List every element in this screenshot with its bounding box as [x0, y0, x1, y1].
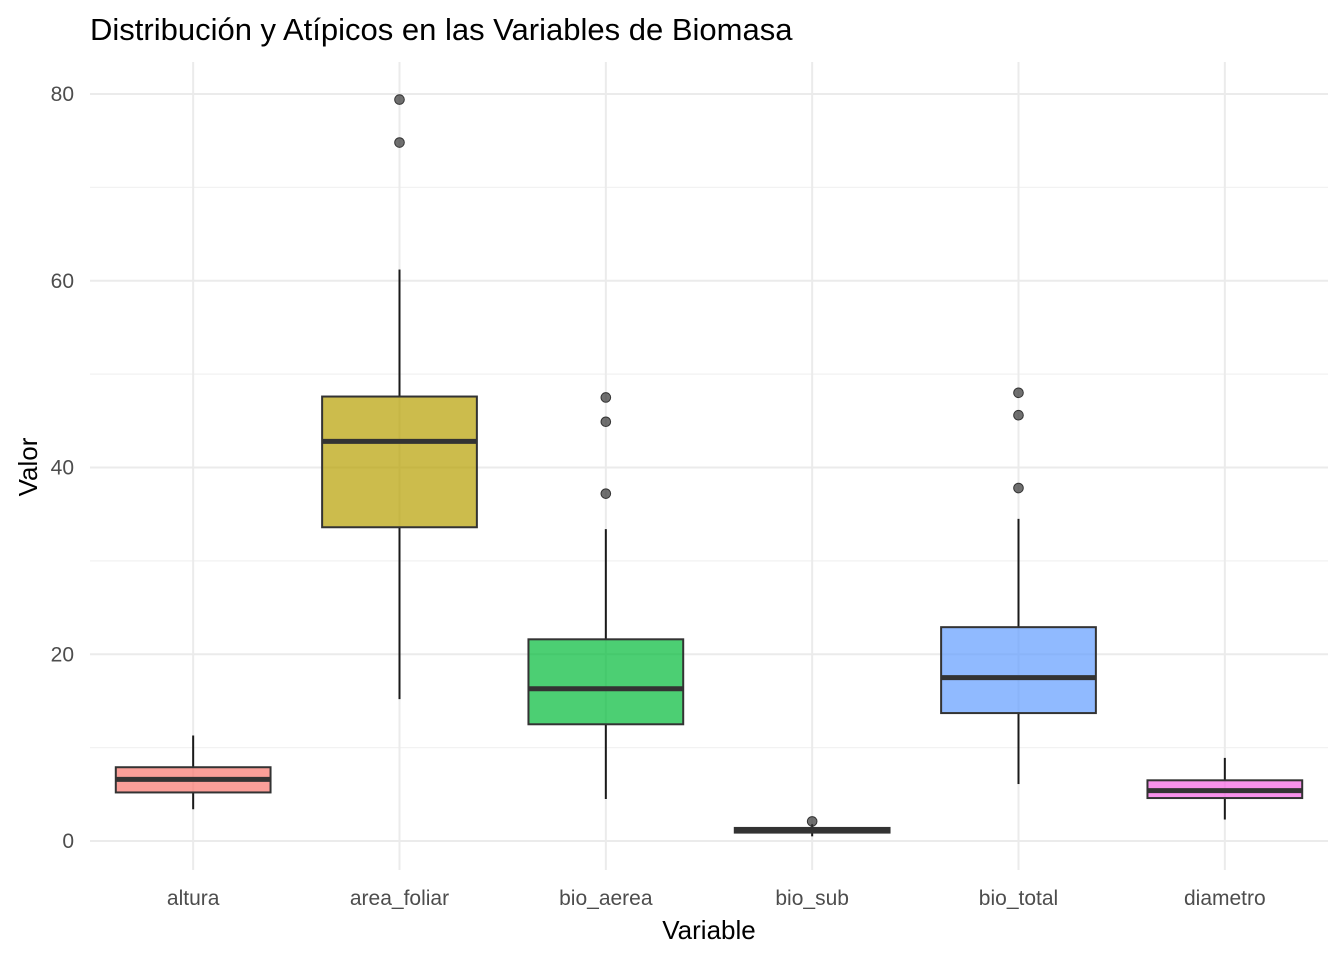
outlier-point [1013, 387, 1024, 399]
outlier-point [394, 94, 405, 105]
y-tick-label: 60 [51, 270, 74, 293]
box [321, 395, 478, 529]
box-group-area_foliar [321, 94, 478, 700]
x-axis-title: Variable [662, 915, 755, 945]
box [940, 626, 1097, 715]
x-tick-label: area_foliar [350, 887, 449, 910]
y-tick-label: 0 [62, 830, 74, 853]
box [527, 638, 685, 726]
x-tick-label: bio_aerea [559, 887, 653, 910]
y-tick-label: 20 [51, 643, 74, 666]
box-group-bio_total [940, 387, 1097, 785]
x-tick-label: bio_total [979, 887, 1058, 910]
box-group-bio_aerea [527, 392, 685, 799]
outlier-point [1013, 482, 1024, 494]
outlier-point [600, 392, 612, 403]
box-group-diametro [1146, 757, 1304, 820]
x-tick-labels: altura area_foliar bio_aerea bio_sub bio_tot… [167, 887, 1266, 910]
x-tick-label: bio_sub [775, 887, 849, 910]
x-tick-label: altura [167, 887, 220, 910]
y-tick-label: 40 [51, 457, 74, 480]
x-tick-label: diametro [1184, 887, 1266, 910]
boxplots [114, 94, 1304, 837]
box-group-bio_sub [733, 816, 891, 837]
y-axis-title: Valor [13, 437, 43, 496]
y-tick-labels: 0 20 40 60 80 [51, 83, 74, 853]
y-tick-label: 80 [51, 83, 74, 106]
outlier-point [806, 816, 818, 827]
outlier-point [1013, 409, 1024, 421]
outlier-point [394, 137, 405, 148]
box-group-altura [114, 735, 272, 810]
major-gridlines [90, 62, 1328, 870]
chart-title: Distribución y Atípicos en las Variables… [90, 12, 793, 47]
minor-gridlines [90, 186, 1328, 749]
outlier-point [600, 488, 612, 499]
outlier-point [600, 416, 612, 428]
